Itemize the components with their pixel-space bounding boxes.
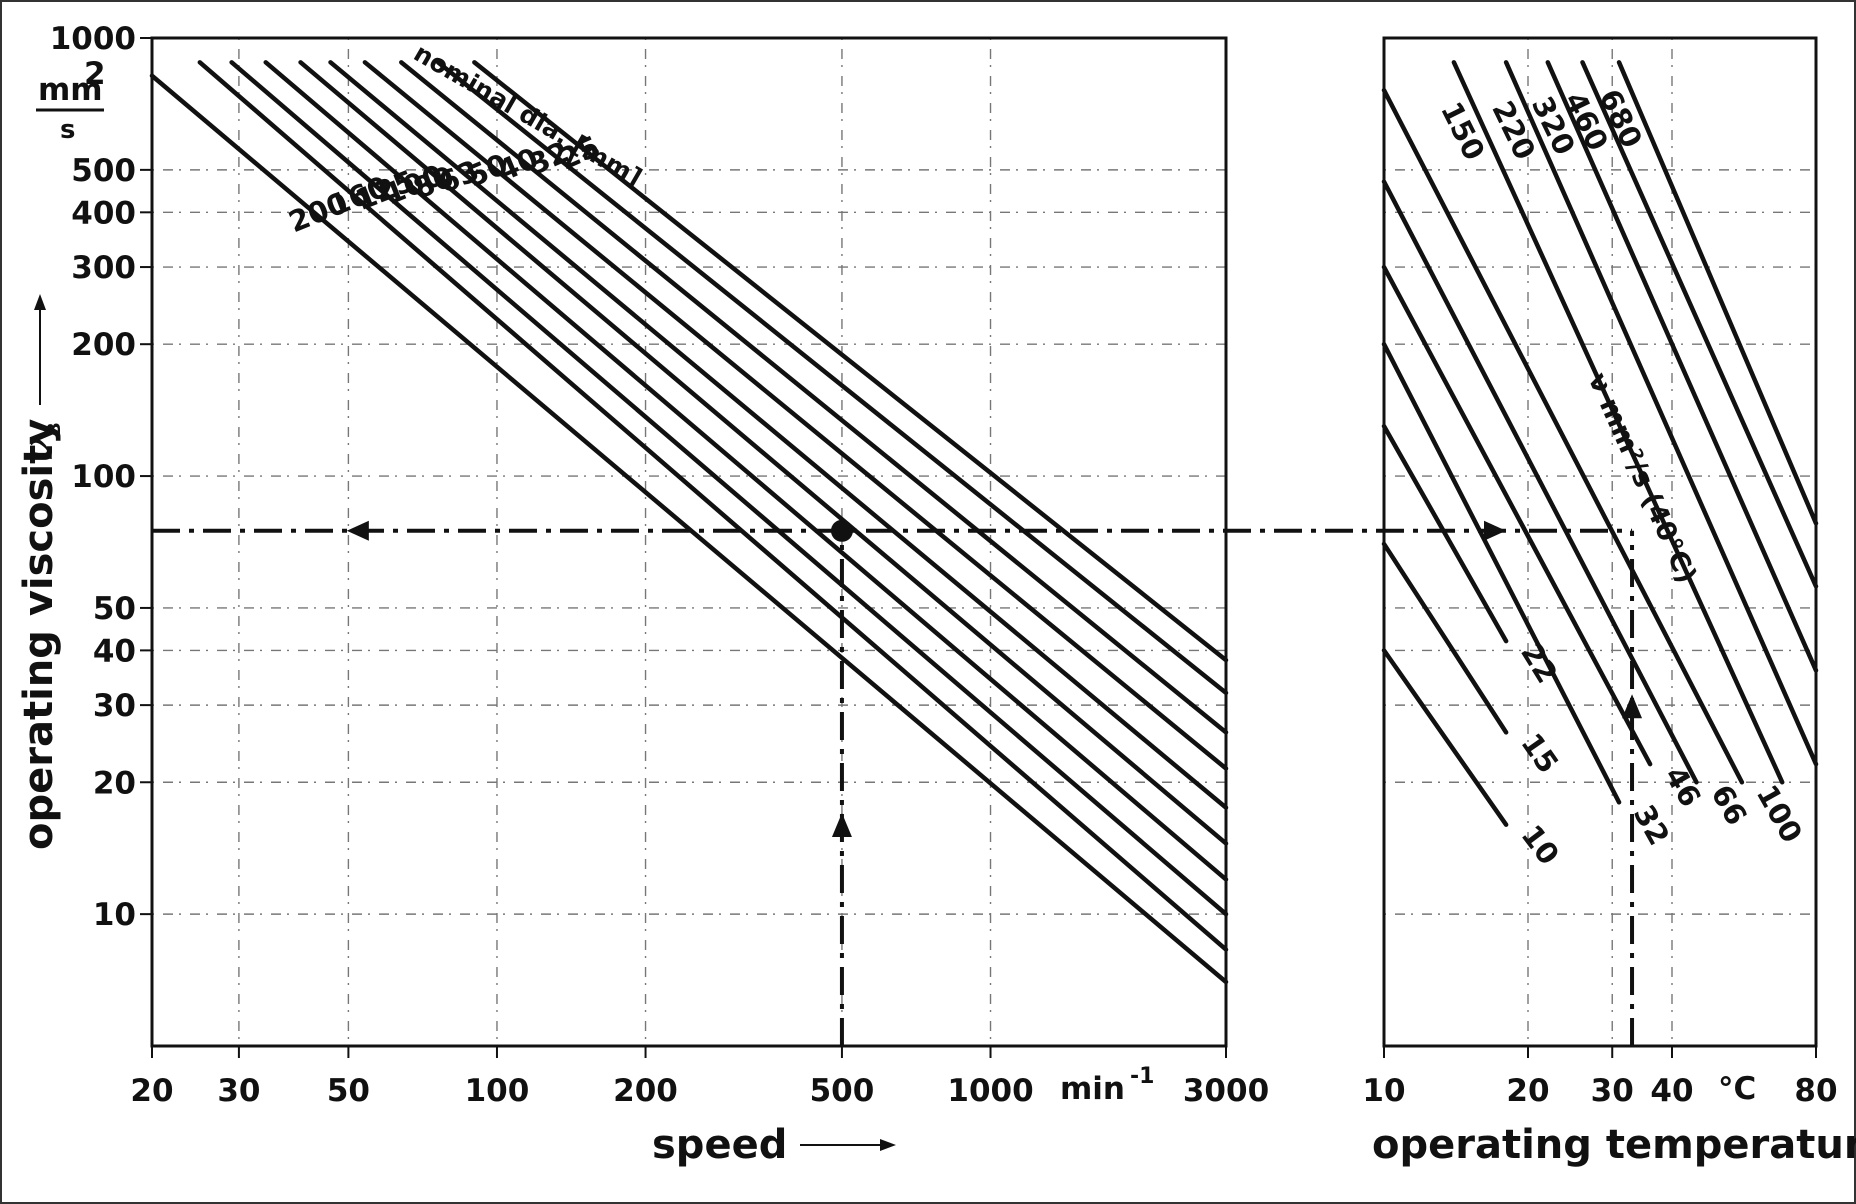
example-arrow-right	[1484, 520, 1506, 541]
example-arrow-up-speed	[831, 812, 852, 837]
viscosity-tick-label-20: 20	[93, 765, 136, 801]
viscosity-tick-label-100: 100	[71, 459, 136, 495]
viscosity-tick-label-500: 500	[71, 153, 136, 189]
viscosity-unit-numerator: mm	[38, 72, 103, 108]
speed-axis-title: speed	[652, 1122, 787, 1168]
viscosity-tick-label-300: 300	[71, 250, 136, 286]
speed-unit: min	[1060, 1071, 1125, 1107]
viscosity-line-460	[1580, 60, 1819, 589]
temperature-tick-label-30: 30	[1591, 1073, 1634, 1109]
viscosity-tick-label-30: 30	[93, 688, 136, 724]
example-arrow-left	[346, 520, 369, 541]
viscosity-line-15	[1381, 541, 1509, 735]
viscosity-line-46	[1381, 264, 1653, 767]
viscosity-line-220	[1503, 60, 1819, 767]
viscosity-axis-title: operating viscosity	[16, 419, 62, 850]
speed-tick-label-500: 500	[810, 1073, 875, 1109]
diameter-line-100	[263, 60, 1229, 882]
example-arrow-up-temperature	[1622, 694, 1643, 719]
temperature-axis-ticks: 10 20 30 40 80	[1362, 1046, 1838, 1109]
speed-tick-label-50: 50	[327, 1073, 370, 1109]
speed-tick-label-1000: 1000	[947, 1073, 1033, 1109]
viscosity-line-680	[1616, 60, 1819, 526]
viscosity-line-32	[1381, 341, 1622, 805]
diameter-line-125	[229, 60, 1229, 917]
diameter-line-32	[435, 60, 1229, 696]
viscosity-line-66	[1381, 179, 1699, 785]
viscosity-tick-label-200: 200	[71, 327, 136, 363]
diameter-line-63	[328, 60, 1229, 810]
viscosity-symbol: ν	[16, 438, 62, 462]
viscosity-line-22	[1381, 423, 1509, 644]
viscosity-tick-label-1000: 1000	[50, 21, 136, 57]
viscosity-axis-arrow-head	[34, 294, 46, 310]
viscosity-symbol-subscript: B	[44, 422, 65, 436]
viscosity-line-10	[1381, 648, 1509, 827]
temperature-unit: °C	[1718, 1071, 1756, 1107]
temperature-tick-label-10: 10	[1362, 1073, 1405, 1109]
diameter-line-80	[298, 60, 1229, 846]
temperature-tick-label-20: 20	[1506, 1073, 1549, 1109]
speed-tick-label-20: 20	[130, 1073, 173, 1109]
example-path	[152, 519, 1643, 1046]
temperature-tick-label-40: 40	[1650, 1073, 1693, 1109]
speed-tick-label-100: 100	[465, 1073, 530, 1109]
viscosity-unit-exponent: 2	[84, 56, 106, 92]
viscosity-line-100	[1381, 87, 1745, 785]
speed-tick-label-200: 200	[613, 1073, 678, 1109]
diameter-line-160	[197, 60, 1229, 952]
viscosity-tick-label-400: 400	[71, 195, 136, 231]
speed-axis-arrow	[800, 1139, 896, 1151]
viscosity-axis-title-group: operating viscosity ν B	[16, 294, 65, 850]
diameter-line-50	[362, 60, 1229, 771]
speed-axis-ticks: 20 30 50 100 200 500 1000 3000	[130, 1046, 1269, 1109]
temperature-tick-label-80: 80	[1794, 1073, 1837, 1109]
viscosity-unit: mm 2 s	[36, 56, 106, 145]
speed-tick-label-30: 30	[217, 1073, 260, 1109]
viscosity-unit-denominator: s	[60, 115, 75, 145]
viscosity-line-320	[1545, 60, 1819, 673]
example-operating-point	[830, 519, 853, 542]
diameter-line-25	[472, 60, 1229, 663]
viscosity-tick-label-40: 40	[93, 633, 136, 669]
speed-tick-label-3000: 3000	[1183, 1073, 1269, 1109]
viscosity-tick-label-10: 10	[93, 897, 136, 933]
speed-chart-frame	[150, 36, 1228, 1048]
viscosity-axis-ticks: 1000 500 400 300 200 100 50 40 30 20 10	[50, 21, 152, 933]
viscosity-line-150	[1451, 60, 1785, 785]
speed-unit-exponent: -1	[1130, 1064, 1154, 1089]
temperature-axis-title: operating temperature	[1372, 1122, 1856, 1168]
diameter-line-40	[399, 60, 1229, 735]
viscosity-tick-label-50: 50	[93, 591, 136, 627]
